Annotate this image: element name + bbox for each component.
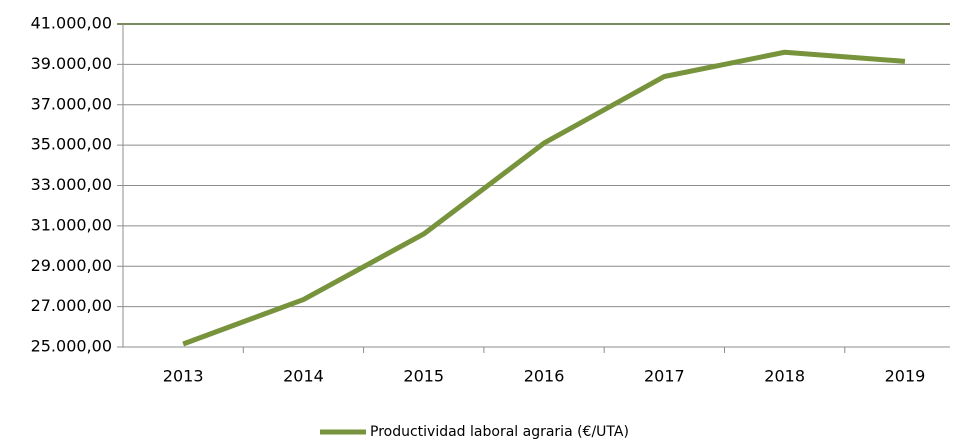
x-tick-label: 2014 [283,367,324,386]
y-tick-label: 29.000,00 [31,256,112,275]
y-tick-label: 31.000,00 [31,215,112,234]
x-tick-label: 2015 [403,367,444,386]
x-tick-label: 2019 [885,367,926,386]
line-series [182,49,906,347]
x-tick-label: 2017 [644,367,685,386]
y-tick-label: 27.000,00 [31,296,112,315]
x-tick-label: 2013 [163,367,204,386]
y-tick-label: 41.000,00 [31,14,112,33]
y-tick-label: 33.000,00 [31,175,112,194]
y-tick-label: 25.000,00 [31,337,112,356]
y-tick-label: 39.000,00 [31,54,112,73]
y-tick-label: 37.000,00 [31,94,112,113]
x-tick-label: 2016 [524,367,565,386]
x-tick-label: 2018 [764,367,805,386]
y-tick-label: 35.000,00 [31,135,112,154]
legend-text: Productividad laboral agraria (€/UTA) [370,424,629,440]
